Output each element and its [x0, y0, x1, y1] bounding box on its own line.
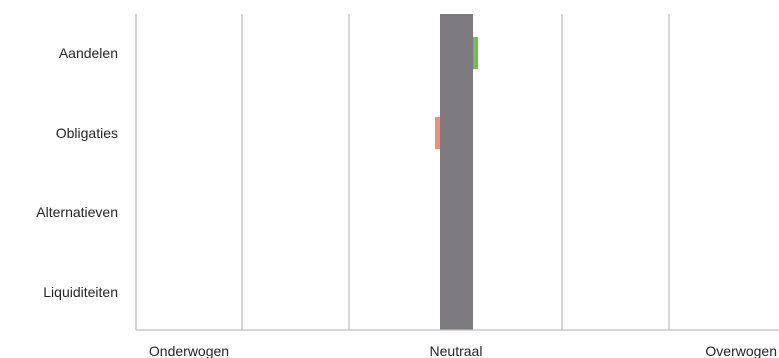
x-tick-label-onderwogen: Onderwogen	[149, 343, 229, 358]
category-label-aandelen: Aandelen	[59, 45, 118, 61]
deviation-marks	[435, 37, 478, 149]
category-labels: Aandelen Obligaties Alternatieven Liquidite…	[36, 45, 118, 300]
deviation-mark-aandelen	[473, 37, 478, 69]
x-tick-label-neutraal: Neutraal	[430, 343, 483, 358]
deviation-mark-obligaties	[435, 117, 440, 149]
gridlines	[135, 14, 670, 330]
neutral-band	[440, 14, 473, 330]
category-label-liquiditeiten: Liquiditeiten	[43, 284, 118, 300]
category-label-alternatieven: Alternatieven	[36, 204, 118, 220]
category-label-obligaties: Obligaties	[56, 125, 118, 141]
x-tick-label-overwogen: Overwogen	[705, 343, 777, 358]
